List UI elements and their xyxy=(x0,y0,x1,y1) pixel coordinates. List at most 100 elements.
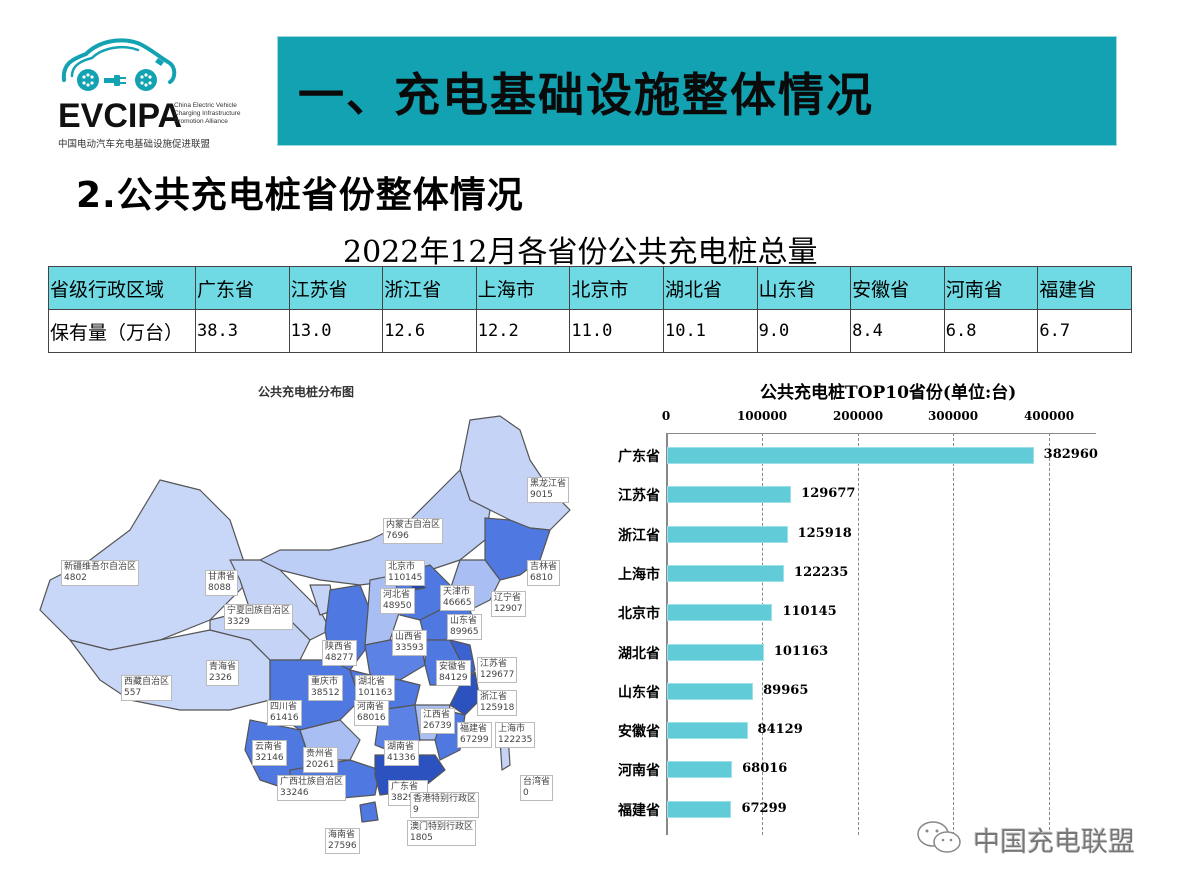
y-axis xyxy=(666,433,668,835)
bar-row: 江苏省 129677 xyxy=(596,486,1116,504)
table-cell-province: 江苏省 xyxy=(288,266,384,310)
logo-wordmark: EVCIPA xyxy=(58,97,183,135)
bar xyxy=(667,800,732,818)
map-label-beijing: 北京市 110145 xyxy=(385,560,426,586)
map-label-chongqing: 重庆市 38512 xyxy=(308,675,343,701)
bar xyxy=(667,447,1034,464)
map-label-xinjiang: 新疆维吾尔自治区 4802 xyxy=(61,560,140,586)
bar-value-label: 125918 xyxy=(797,525,852,541)
table-cell-value: 11.0 xyxy=(569,309,664,353)
bar-row: 河南省 68016 xyxy=(596,761,1116,779)
bar xyxy=(667,643,764,661)
section-title: 2.公共充电桩省份整体情况 xyxy=(76,175,524,216)
map-label-jiangxi: 江西省 26739 xyxy=(420,708,455,734)
banner-title: 一、充电基础设施整体情况 xyxy=(298,68,874,122)
bar-category-label: 上海市 xyxy=(618,566,660,583)
table-values-row: 保有量（万台） 38.3 13.0 12.6 12.2 11.0 10.1 9.… xyxy=(48,309,1132,353)
x-tick-label: 200000 xyxy=(832,409,884,423)
x-tick-label: 300000 xyxy=(927,409,979,423)
bar-category-label: 福建省 xyxy=(618,802,660,819)
top10-bar-chart: 0 100000 200000 300000 400000 广东省 382960 江… xyxy=(596,405,1116,835)
bar-value-label: 101163 xyxy=(773,643,829,659)
map-label-heilongjiang: 黑龙江省 9015 xyxy=(527,477,570,503)
wechat-watermark: 中国充电联盟 xyxy=(915,818,1165,858)
map-label-zhejiang: 浙江省 125918 xyxy=(477,690,518,716)
table-cell-province: 山东省 xyxy=(756,266,852,310)
table-cell-province: 福建省 xyxy=(1037,266,1132,310)
gridline xyxy=(953,433,954,835)
map-label-hong-kong: 香港特别行政区 9 xyxy=(410,792,480,818)
china-map-shapes xyxy=(39,415,571,823)
map-label-gansu: 甘肃省 8088 xyxy=(205,570,239,596)
map-title: 公共充电桩分布图 xyxy=(258,385,355,399)
table-cell-value: 12.2 xyxy=(475,309,571,353)
gridline xyxy=(1049,433,1050,835)
table-caption: 2022年12月各省份公共充电桩总量 xyxy=(343,235,818,270)
table-cell-value: 6.7 xyxy=(1037,309,1132,353)
gridline xyxy=(762,433,763,835)
table-cell-value: 38.3 xyxy=(195,309,290,353)
china-choropleth-map: 黑龙江省 9015 内蒙古自治区 7696 新疆维吾尔自治区 4802 甘肃省 8088… xyxy=(30,410,590,870)
bar-category-label: 江苏省 xyxy=(618,488,660,505)
map-label-jilin: 吉林省 6810 xyxy=(527,560,561,586)
bar-row: 福建省 67299 xyxy=(596,800,1116,819)
map-label-taiwan: 台湾省 0 xyxy=(520,775,554,801)
province-table: 省级行政区域 广东省 江苏省 浙江省 上海市 北京市 湖北省 山东省 安徽省 河… xyxy=(48,266,1132,353)
table-cell-province: 广东省 xyxy=(195,266,290,310)
table-header-row: 省级行政区域 广东省 江苏省 浙江省 上海市 北京市 湖北省 山东省 安徽省 河… xyxy=(48,266,1132,310)
table-row-header: 省级行政区域 xyxy=(48,266,196,310)
bar-row: 广东省 382960 xyxy=(596,447,1116,465)
map-label-tianjin: 天津市 46665 xyxy=(440,585,475,611)
bar xyxy=(667,682,754,700)
table-cell-value: 10.1 xyxy=(662,309,758,353)
x-axis xyxy=(666,433,1096,434)
bar-row: 上海市 122235 xyxy=(596,564,1116,583)
bar-row: 山东省 89965 xyxy=(596,682,1116,701)
map-label-macau: 澳门特别行政区 1805 xyxy=(407,820,477,846)
table-cell-value: 9.0 xyxy=(756,309,852,353)
bar-value-label: 382960 xyxy=(1043,447,1098,462)
bar-category-label: 安徽省 xyxy=(618,724,660,741)
bar-category-label: 广东省 xyxy=(618,449,660,465)
map-label-guangxi: 广西壮族自治区 33246 xyxy=(277,775,347,801)
bar xyxy=(667,761,733,779)
map-label-hainan: 海南省 27596 xyxy=(325,828,360,854)
bar-value-label: 129677 xyxy=(801,486,856,502)
bar-value-label: 84129 xyxy=(757,722,803,738)
bar-row: 北京市 110145 xyxy=(596,604,1116,622)
bar-row: 安徽省 84129 xyxy=(596,722,1116,740)
table-cell-province: 湖北省 xyxy=(662,266,758,310)
logo-english-line: Promotion Alliance xyxy=(174,118,228,125)
map-label-tibet: 西藏自治区 557 xyxy=(121,675,173,701)
map-label-shanghai: 上海市 122235 xyxy=(495,722,536,748)
bar-category-label: 湖北省 xyxy=(618,645,660,662)
x-tick-label: 100000 xyxy=(736,409,788,423)
table-cell-value: 12.6 xyxy=(382,309,477,353)
map-label-qinghai: 青海省 2326 xyxy=(206,660,240,686)
map-label-ningxia: 宁夏回族自治区 3329 xyxy=(224,604,294,630)
map-label-shaanxi: 陕西省 48277 xyxy=(322,640,357,666)
map-label-shandong: 山东省 89965 xyxy=(447,614,482,640)
bar xyxy=(667,722,748,740)
x-tick-label: 0 xyxy=(661,409,671,423)
bar xyxy=(667,525,788,543)
bar-row: 湖北省 101163 xyxy=(596,643,1116,662)
bar-category-label: 北京市 xyxy=(618,606,660,623)
map-label-inner-mongolia: 内蒙古自治区 7696 xyxy=(383,518,444,544)
bar-value-label: 110145 xyxy=(782,604,837,620)
x-tick-label: 400000 xyxy=(1023,409,1075,423)
table-cell-province: 安徽省 xyxy=(850,266,945,310)
bar-value-label: 68016 xyxy=(742,761,788,777)
bar-value-label: 67299 xyxy=(741,800,787,816)
table-cell-value: 13.0 xyxy=(288,309,384,353)
map-label-liaoning: 辽宁省 12907 xyxy=(491,591,526,617)
map-label-jiangsu: 江苏省 129677 xyxy=(477,657,518,683)
bar-category-label: 河南省 xyxy=(618,763,660,780)
map-label-hubei: 湖北省 101163 xyxy=(355,675,396,701)
table-row-label: 保有量（万台） xyxy=(48,309,196,353)
title-banner: 一、充电基础设施整体情况 xyxy=(277,36,1117,146)
gridline xyxy=(858,433,859,835)
map-label-hunan: 湖南省 41336 xyxy=(384,740,419,766)
ev-car-plug-icon xyxy=(61,38,177,91)
table-cell-province: 河南省 xyxy=(943,266,1039,310)
